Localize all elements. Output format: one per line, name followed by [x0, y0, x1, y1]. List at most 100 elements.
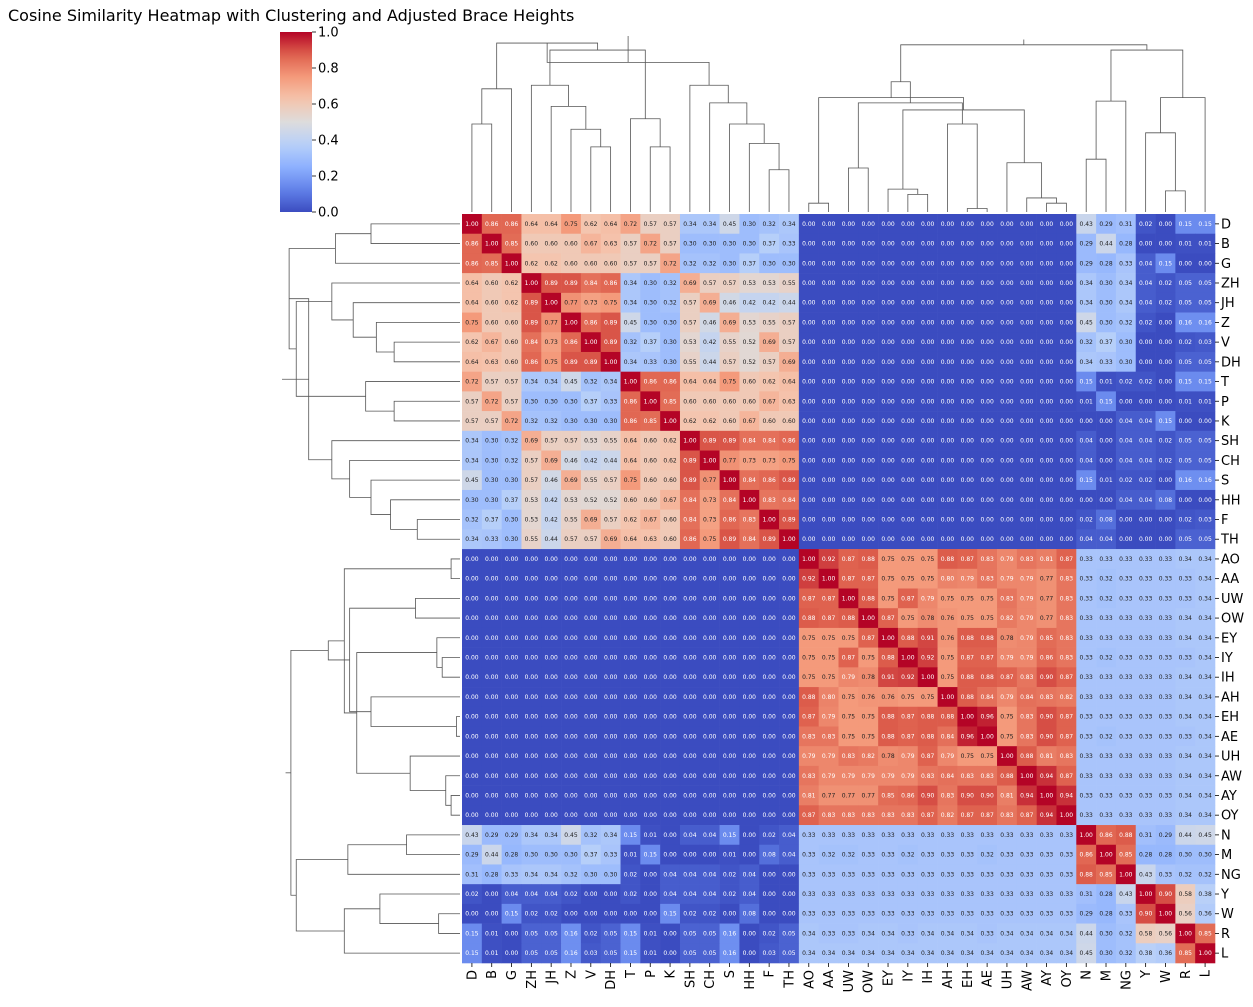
- heatmap-cell: [997, 844, 1018, 865]
- column-tick-label: IY: [901, 970, 916, 982]
- dendrogram-link: [818, 97, 964, 204]
- heatmap-cell: [481, 509, 502, 530]
- heatmap-cell: [897, 391, 919, 412]
- cell-value-label: 0.77: [862, 792, 876, 799]
- heatmap-cell: [1195, 214, 1216, 235]
- cell-value-label: 0.16: [1198, 477, 1212, 484]
- cell-value-label: 1.00: [1040, 792, 1054, 799]
- cell-value-label: 0.00: [644, 733, 658, 740]
- cell-value-label: 0.44: [604, 457, 618, 464]
- heatmap-cell: [997, 903, 1018, 924]
- cell-value-label: 0.30: [604, 418, 618, 425]
- heatmap-cell: [561, 371, 582, 392]
- heatmap-cell: [917, 864, 938, 885]
- heatmap-cell: [858, 529, 879, 550]
- cell-value-label: 0.05: [1179, 359, 1193, 366]
- heatmap-cell: [481, 903, 502, 924]
- heatmap-cell: [838, 371, 859, 392]
- heatmap-cell: [1016, 214, 1037, 235]
- cell-value-label: 0.86: [604, 280, 618, 287]
- cell-value-label: 0.00: [505, 753, 519, 760]
- cell-value-label: 0.00: [1000, 418, 1014, 425]
- cell-value-label: 0.37: [762, 241, 776, 248]
- heatmap-cell: [897, 844, 919, 865]
- cell-value-label: 0.33: [980, 891, 994, 898]
- cell-value-label: 0.34: [1179, 773, 1193, 780]
- heatmap-cell: [957, 647, 978, 668]
- cell-value-label: 0.00: [842, 221, 856, 228]
- heatmap-cell: [640, 884, 661, 905]
- heatmap-cell: [937, 765, 958, 786]
- cell-value-label: 0.43: [465, 832, 479, 839]
- cell-value-label: 0.85: [485, 260, 499, 267]
- heatmap-cell: [1076, 884, 1097, 905]
- cell-value-label: 0.00: [525, 576, 539, 583]
- cell-value-label: 0.00: [762, 595, 776, 602]
- cell-value-label: 0.00: [723, 694, 737, 701]
- heatmap-cell: [1175, 746, 1196, 767]
- heatmap-cell: [660, 943, 681, 964]
- heatmap-cell: [580, 292, 602, 313]
- heatmap-cell: [580, 667, 602, 688]
- cell-value-label: 0.87: [980, 654, 994, 661]
- cell-value-label: 0.55: [525, 536, 539, 543]
- heatmap-cell: [798, 351, 819, 372]
- cell-value-label: 0.00: [862, 517, 876, 524]
- cell-value-label: 1.00: [465, 221, 479, 228]
- cell-value-label: 0.00: [881, 260, 895, 267]
- heatmap-cell: [917, 746, 938, 767]
- heatmap-cell: [679, 844, 701, 865]
- heatmap-cell: [462, 765, 483, 786]
- heatmap-cell: [897, 332, 919, 353]
- cell-value-label: 0.00: [683, 615, 697, 622]
- cell-value-label: 0.33: [842, 871, 856, 878]
- heatmap-cell: [818, 253, 839, 274]
- heatmap-cell: [1016, 943, 1037, 964]
- cell-value-label: 0.00: [564, 733, 578, 740]
- heatmap-cell: [1036, 667, 1057, 688]
- heatmap-cell: [1016, 292, 1037, 313]
- heatmap-cell: [1016, 706, 1037, 727]
- heatmap-cell: [1076, 568, 1097, 589]
- heatmap-cell: [640, 903, 661, 924]
- heatmap-cell: [719, 273, 740, 294]
- cell-value-label: 0.72: [663, 260, 677, 267]
- cell-value-label: 0.45: [564, 379, 578, 386]
- heatmap-cell: [1036, 292, 1057, 313]
- cell-value-label: 0.89: [525, 319, 539, 326]
- cell-value-label: 0.33: [822, 891, 836, 898]
- heatmap-cell: [1056, 785, 1077, 806]
- heatmap-cell: [937, 943, 958, 964]
- heatmap-cell: [957, 430, 978, 451]
- heatmap-cell: [521, 923, 542, 944]
- dendrogram-link: [1026, 197, 1057, 212]
- cell-value-label: 0.87: [1060, 674, 1074, 681]
- cell-value-label: 0.00: [584, 812, 598, 819]
- cell-value-label: 0.00: [802, 438, 816, 445]
- heatmap-cell: [838, 588, 859, 609]
- cell-value-label: 0.34: [921, 930, 935, 937]
- cell-value-label: 0.15: [1198, 221, 1212, 228]
- heatmap-cell: [1195, 765, 1216, 786]
- cell-value-label: 0.64: [465, 300, 479, 307]
- cell-value-label: 0.00: [822, 497, 836, 504]
- heatmap-cell: [1135, 529, 1156, 550]
- cell-value-label: 0.30: [723, 241, 737, 248]
- cell-value-label: 0.00: [842, 457, 856, 464]
- cell-value-label: 0.00: [644, 694, 658, 701]
- heatmap-cell: [917, 509, 938, 530]
- cell-value-label: 0.60: [505, 339, 519, 346]
- cell-value-label: 0.44: [485, 852, 499, 859]
- cell-value-label: 0.87: [862, 576, 876, 583]
- heatmap-cell: [541, 549, 562, 570]
- heatmap-cell: [600, 509, 621, 530]
- heatmap-cell: [679, 647, 701, 668]
- heatmap-cell: [660, 765, 681, 786]
- heatmap-cell: [660, 371, 681, 392]
- heatmap-cell: [818, 489, 839, 510]
- heatmap-cell: [719, 687, 740, 708]
- cell-value-label: 0.02: [1119, 379, 1133, 386]
- cell-value-label: 0.86: [624, 398, 638, 405]
- cell-value-label: 0.00: [862, 241, 876, 248]
- cell-value-label: 0.00: [663, 812, 677, 819]
